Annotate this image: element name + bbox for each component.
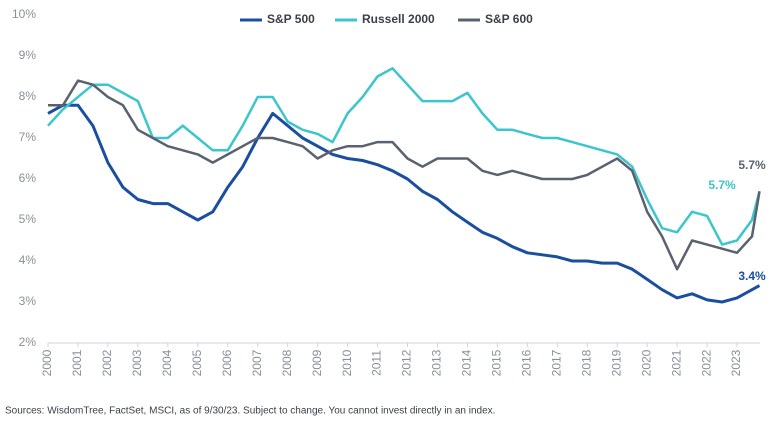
x-tick-label: 2003 [130, 349, 144, 376]
x-tick-label: 2001 [70, 349, 84, 376]
legend-label: S&P 500 [267, 12, 315, 26]
x-tick-label: 2016 [520, 349, 534, 376]
y-tick-label: 8% [19, 89, 37, 103]
y-tick-label: 5% [19, 212, 37, 226]
x-tick-label: 2018 [579, 349, 593, 376]
y-tick-label: 9% [19, 48, 37, 62]
x-tick-label: 2005 [190, 349, 204, 376]
y-tick-label: 10% [12, 7, 36, 21]
x-tick-label: 2000 [40, 349, 54, 376]
source-note: Sources: WisdomTree, FactSet, MSCI, as o… [5, 406, 495, 417]
legend-label: S&P 600 [485, 12, 533, 26]
x-tick-label: 2015 [490, 349, 504, 376]
x-tick-label: 2012 [400, 349, 414, 376]
x-tick-label: 2006 [220, 349, 234, 376]
y-tick-label: 4% [19, 253, 37, 267]
x-tick-label: 2022 [699, 349, 713, 376]
x-tick-label: 2023 [729, 349, 743, 376]
x-tick-label: 2021 [669, 349, 683, 376]
y-tick-label: 3% [19, 294, 37, 308]
y-tick-label: 2% [19, 335, 37, 349]
x-tick-label: 2017 [549, 349, 563, 376]
end-label: 3.4% [738, 269, 766, 283]
x-tick-label: 2008 [280, 349, 294, 376]
x-tick-label: 2014 [460, 349, 474, 376]
x-tick-label: 2007 [250, 349, 264, 376]
series-line [47, 67, 761, 246]
x-tick-label: 2019 [609, 349, 623, 376]
x-tick-label: 2010 [340, 349, 354, 376]
legend-label: Russell 2000 [362, 12, 435, 26]
series-line [47, 103, 761, 304]
end-label: 5.7% [708, 178, 736, 192]
end-label: 5.7% [738, 158, 766, 172]
x-tick-label: 2020 [639, 349, 653, 376]
x-tick-label: 2009 [310, 349, 324, 376]
x-tick-label: 2004 [160, 349, 174, 376]
series-line [48, 79, 761, 271]
y-tick-label: 6% [19, 171, 37, 185]
x-tick-label: 2013 [430, 349, 444, 376]
x-tick-label: 2002 [100, 349, 114, 376]
x-tick-label: 2011 [370, 350, 384, 376]
y-tick-label: 7% [19, 130, 37, 144]
